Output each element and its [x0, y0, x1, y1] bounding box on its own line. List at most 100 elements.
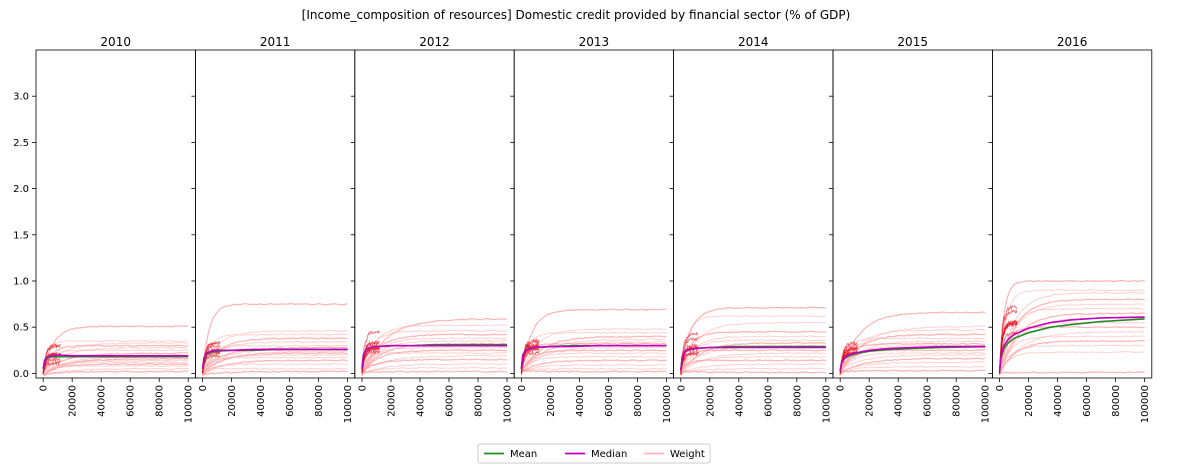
x-tick-label: 40000	[97, 385, 108, 417]
weight-line	[680, 339, 826, 372]
x-tick-label: 80000	[474, 385, 485, 417]
y-tick-label: 0.0	[13, 369, 29, 380]
x-tick-label: 80000	[792, 385, 803, 417]
plot-area	[520, 308, 667, 376]
median-line	[42, 354, 189, 369]
panel-2012: 2012 0 20000 40000 60000 80000 100000	[350, 35, 515, 423]
plot-area	[998, 279, 1145, 377]
x-tick-label: 100000	[662, 385, 673, 423]
weight-line	[999, 335, 1145, 375]
x-tick-label: 100000	[1140, 385, 1151, 423]
weight-line	[42, 370, 189, 376]
chart-title: [Income_composition of resources] Domest…	[302, 8, 851, 22]
x-tick-label: 20000	[68, 385, 79, 417]
median-line	[520, 344, 667, 369]
x-tick-label: 80000	[155, 385, 166, 417]
panel-title: 2013	[579, 35, 610, 49]
x-tick-label: 80000	[1111, 385, 1122, 417]
weight-line	[999, 371, 1145, 375]
x-tick-label: 60000	[604, 385, 615, 417]
x-tick-label: 0	[357, 385, 368, 391]
panel-2011: 2011 0 20000 40000 60000 80000 100000	[191, 35, 356, 423]
weight-line	[999, 279, 1145, 370]
weight-line	[520, 359, 667, 374]
weight-line	[42, 356, 61, 373]
weight-line	[361, 352, 508, 375]
panels: 2010 0.0 0.5 1.0 1.5 2.0 2.5 3.0 0 20000 40000 6000…	[13, 35, 1153, 423]
x-tick-label: 20000	[546, 385, 557, 417]
weight-line	[202, 353, 348, 371]
x-tick-label: 40000	[256, 385, 267, 417]
y-tick-label: 1.0	[13, 276, 29, 287]
weight-line	[520, 350, 540, 374]
panel-2015: 2015 0 20000 40000 60000 80000 100000	[829, 35, 993, 423]
panel-title: 2010	[100, 35, 131, 49]
panel-frame	[992, 49, 1153, 379]
x-tick-label: 0	[39, 385, 50, 391]
plot-area	[201, 302, 348, 377]
panel-title: 2015	[897, 35, 928, 49]
plot-area	[42, 325, 189, 377]
weight-line	[680, 321, 826, 375]
x-tick-label: 60000	[1082, 385, 1093, 417]
x-tick-label: 20000	[386, 385, 397, 417]
weight-line	[999, 351, 1145, 376]
weight-line	[680, 331, 699, 375]
x-tick-label: 0	[676, 385, 687, 391]
weight-line	[839, 341, 858, 373]
y-tick-label: 0.5	[13, 323, 29, 334]
weight-line	[680, 363, 826, 375]
weight-line	[202, 302, 348, 372]
x-tick-label: 0	[517, 385, 528, 391]
panel-title: 2012	[419, 35, 450, 49]
weight-line	[520, 349, 667, 373]
weight-line	[520, 368, 667, 373]
y-tick-label: 2.0	[13, 184, 29, 195]
weight-line	[42, 367, 189, 376]
weight-line	[680, 351, 699, 375]
weight-line	[202, 367, 348, 373]
weight-line	[680, 352, 826, 374]
panel-2013: 2013 0 20000 40000 60000 80000 100000	[510, 35, 675, 423]
x-tick-label: 20000	[1024, 385, 1035, 417]
weight-line	[202, 370, 348, 377]
median-line	[839, 345, 986, 371]
legend-box	[477, 443, 711, 464]
weight-line	[839, 365, 986, 376]
weight-line	[202, 344, 221, 374]
x-tick-label: 100000	[184, 385, 195, 423]
x-tick-label: 40000	[415, 385, 426, 417]
weight-line	[361, 349, 380, 373]
plot-area	[361, 317, 508, 377]
weight-line	[361, 333, 508, 372]
weight-line	[999, 322, 1018, 374]
weight-line	[202, 353, 220, 373]
weight-line	[361, 366, 508, 375]
weight-line	[520, 367, 667, 372]
weight-line	[361, 370, 508, 374]
x-tick-label: 60000	[763, 385, 774, 417]
x-tick-label: 100000	[343, 385, 354, 423]
panel-frame	[35, 49, 196, 379]
x-tick-label: 80000	[314, 385, 325, 417]
weight-line	[999, 312, 1145, 377]
weight-line	[999, 289, 1145, 371]
x-tick-label: 40000	[734, 385, 745, 417]
x-tick-label: 60000	[285, 385, 296, 417]
weight-line	[520, 352, 667, 372]
weight-line	[42, 359, 61, 373]
y-tick-label: 1.5	[13, 230, 29, 241]
weight-line	[42, 343, 61, 375]
weight-line	[680, 336, 699, 373]
weight-line	[361, 358, 508, 373]
x-tick-label: 20000	[865, 385, 876, 417]
weight-line	[839, 369, 986, 373]
median-line	[201, 348, 348, 369]
x-tick-label: 40000	[575, 385, 586, 417]
weight-line	[680, 344, 826, 372]
weight-line	[680, 369, 826, 374]
x-tick-label: 0	[995, 385, 1006, 391]
x-tick-label: 100000	[981, 385, 992, 423]
panel-2016: 2016 0 20000 40000 60000 80000 100000	[988, 35, 1153, 423]
